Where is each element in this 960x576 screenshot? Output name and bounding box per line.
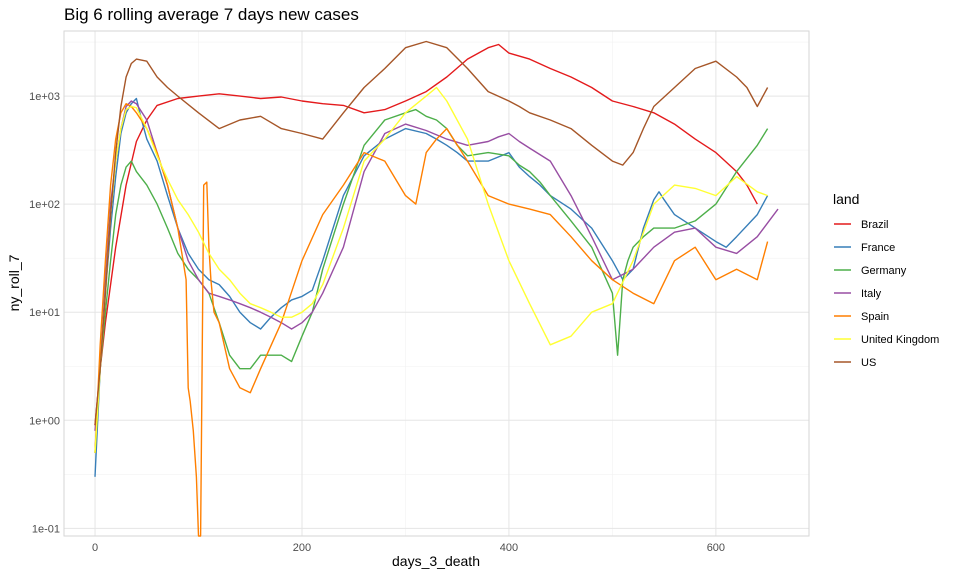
chart-title: Big 6 rolling average 7 days new cases <box>64 5 359 24</box>
legend-label: Brazil <box>861 219 889 231</box>
legend-item: Brazil <box>834 219 889 231</box>
y-axis-ticks: 1e-01 1e+00 1e+01 1e+02 1e+03 <box>29 91 60 535</box>
series-line-spain <box>94 102 769 537</box>
x-axis-ticks: 0 200 400 600 <box>92 542 725 554</box>
legend: land Brazil France Germany Italy Spain United… <box>833 191 939 369</box>
legend-label: Spain <box>861 311 889 323</box>
series-line-france <box>94 97 769 477</box>
legend-label: France <box>861 242 895 254</box>
plot-series <box>94 40 779 537</box>
x-tick-label: 600 <box>707 542 725 554</box>
legend-item: United Kingdom <box>834 334 939 346</box>
legend-item: Italy <box>834 288 882 300</box>
plot-panel <box>63 30 810 537</box>
y-tick-label: 1e+01 <box>29 307 60 319</box>
legend-title: land <box>833 191 859 207</box>
x-tick-label: 200 <box>293 542 311 554</box>
series-line-italy <box>94 100 779 431</box>
y-axis-title: ny_roll_7 <box>6 254 22 311</box>
legend-item: France <box>834 242 895 254</box>
x-tick-label: 0 <box>92 542 98 554</box>
y-tick-label: 1e+03 <box>29 91 60 103</box>
legend-label: US <box>861 357 876 369</box>
legend-items: Brazil France Germany Italy Spain United King… <box>834 219 939 369</box>
y-tick-label: 1e+00 <box>29 415 60 427</box>
plot-grid <box>64 31 809 536</box>
x-tick-label: 400 <box>500 542 518 554</box>
legend-label: United Kingdom <box>861 334 939 346</box>
legend-item: US <box>834 357 876 369</box>
series-line-us <box>94 40 769 426</box>
legend-label: Italy <box>861 288 882 300</box>
y-tick-label: 1e+02 <box>29 199 60 211</box>
x-axis-title: days_3_death <box>392 553 480 569</box>
legend-item: Spain <box>834 311 889 323</box>
legend-label: Germany <box>861 265 907 277</box>
series-line-germany <box>94 108 769 453</box>
y-tick-label: 1e-01 <box>32 523 60 535</box>
legend-item: Germany <box>834 265 907 277</box>
series-line-united-kingdom <box>94 86 768 453</box>
series-line-brazil <box>94 43 758 426</box>
